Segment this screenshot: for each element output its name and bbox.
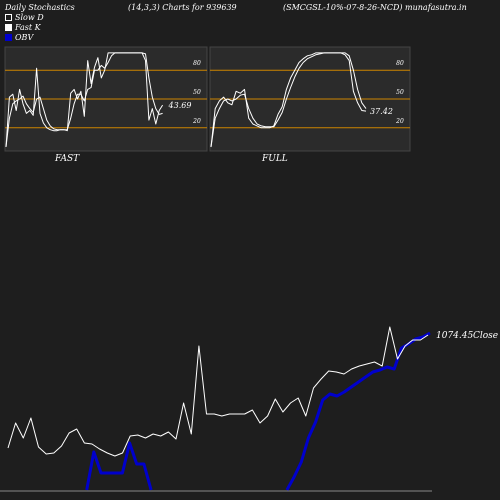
obv-swatch xyxy=(5,34,12,41)
obv-line-segment-1 xyxy=(285,331,431,491)
fast-tick-label-50: 50 xyxy=(193,89,201,96)
full-tick-label-20: 20 xyxy=(395,118,404,125)
chart-title: Daily Stochastics xyxy=(5,3,75,12)
full-last-value-label: 37.42 xyxy=(370,107,393,116)
close-series-label: Close xyxy=(473,331,498,341)
fast-tick-label-20: 20 xyxy=(192,118,201,125)
chart-params: (14,3,3) Charts for 939639 xyxy=(128,3,237,12)
close-price-line xyxy=(7,326,429,457)
full-fast-k-line xyxy=(210,52,367,148)
fast-k-swatch xyxy=(5,24,12,31)
chart-symbol: (SMCGSL-10%-07-8-26-NCD) munafasutra.in xyxy=(283,3,467,12)
close-last-value-label: 1074.45 xyxy=(436,331,473,341)
full-tick-label-50: 50 xyxy=(396,89,404,96)
fast-tick-label-80: 80 xyxy=(193,60,201,67)
legend-obv: OBV xyxy=(5,33,33,42)
obv-line-segment-0 xyxy=(85,441,153,491)
full-panel-label: FULL xyxy=(262,154,288,164)
fast-panel-label: FAST xyxy=(55,154,80,164)
fast-fast-k-line xyxy=(5,52,164,148)
legend-obv-label: OBV xyxy=(15,33,34,42)
legend-slow-d-label: Slow D xyxy=(15,13,44,22)
slow-d-swatch xyxy=(5,14,12,21)
legend-fast-k-label: Fast K xyxy=(15,23,41,32)
full-tick-label-80: 80 xyxy=(396,60,404,67)
fast-last-value-label: 43.69 xyxy=(168,101,192,110)
legend-slow-d: Slow D xyxy=(5,13,44,22)
legend-fast-k: Fast K xyxy=(5,23,41,32)
